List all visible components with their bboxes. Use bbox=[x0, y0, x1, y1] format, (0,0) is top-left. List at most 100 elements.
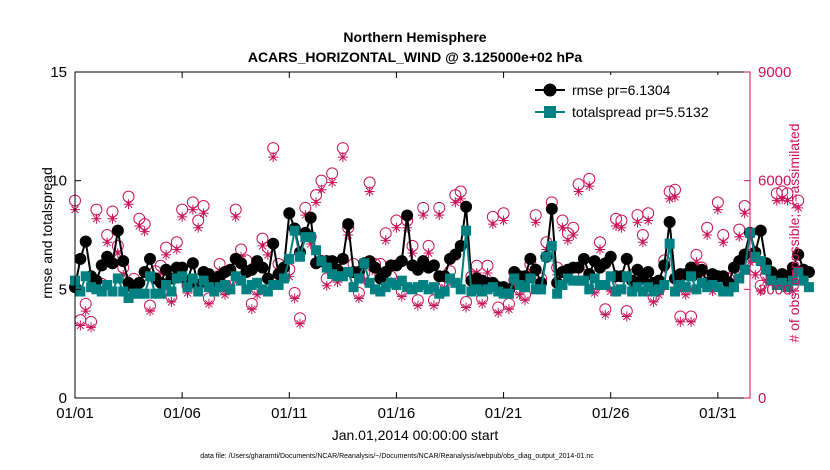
obs-assimilated-point bbox=[112, 248, 123, 259]
obs-assimilated-point bbox=[359, 275, 370, 286]
totalspread-point bbox=[182, 282, 193, 293]
obs-possible-point bbox=[336, 142, 349, 155]
totalspread-point bbox=[482, 284, 493, 295]
totalspread-point bbox=[187, 273, 198, 284]
totalspread-point bbox=[407, 284, 418, 295]
obs-assimilated-point bbox=[353, 293, 364, 304]
legend-spread-label: totalspread pr=5.5132 bbox=[572, 104, 709, 120]
rmse-point bbox=[658, 259, 671, 272]
rmse-point bbox=[95, 259, 108, 272]
legend: rmse pr=6.1304 totalspread pr=5.5132 bbox=[528, 75, 746, 125]
data-file-footnote: data file: /Users/gharamti/Documents/NCA… bbox=[200, 453, 594, 460]
legend-rmse-label: rmse pr=6.1304 bbox=[572, 82, 671, 98]
totalspread-point bbox=[493, 286, 504, 297]
rmse-point bbox=[411, 263, 424, 276]
totalspread-point bbox=[611, 286, 622, 297]
rmse-point bbox=[160, 263, 173, 276]
totalspread-point bbox=[150, 288, 161, 299]
totalspread-point bbox=[509, 273, 520, 284]
obs-assimilated-point bbox=[557, 222, 568, 233]
totalspread-point bbox=[434, 288, 445, 299]
obs-assimilated-point bbox=[686, 316, 697, 327]
x-tick-label: 01/26 bbox=[592, 405, 630, 422]
totalspread-point bbox=[177, 271, 188, 282]
obs-assimilated-point bbox=[364, 186, 375, 197]
totalspread-point bbox=[321, 262, 332, 273]
totalspread-point bbox=[311, 245, 322, 256]
totalspread-point bbox=[723, 286, 734, 297]
legend-rmse-marker bbox=[543, 83, 557, 97]
totalspread-point bbox=[273, 279, 284, 290]
rmse-point bbox=[577, 252, 590, 265]
obs-assimilated-point bbox=[139, 226, 150, 237]
totalspread-point bbox=[466, 286, 477, 297]
totalspread-point bbox=[332, 271, 343, 282]
y-tick-label: 15 bbox=[50, 64, 67, 81]
obs-assimilated-point bbox=[252, 289, 263, 300]
totalspread-point bbox=[337, 271, 348, 282]
obs-assimilated-point bbox=[648, 297, 659, 308]
obs-assimilated-point bbox=[289, 293, 300, 304]
obs-assimilated-point bbox=[600, 309, 611, 320]
totalspread-point bbox=[214, 282, 225, 293]
totalspread-point bbox=[750, 251, 761, 262]
obs-assimilated-point bbox=[332, 277, 343, 288]
rmse-point bbox=[620, 252, 633, 265]
totalspread-point bbox=[503, 288, 514, 299]
rmse-point bbox=[79, 235, 92, 248]
totalspread-point bbox=[380, 282, 391, 293]
totalspread-point bbox=[568, 275, 579, 286]
obs-assimilated-point bbox=[793, 202, 804, 213]
obs-assimilated-point bbox=[450, 197, 461, 208]
obs-assimilated-point bbox=[691, 257, 702, 268]
totalspread-point bbox=[477, 286, 488, 297]
totalspread-point bbox=[520, 282, 530, 293]
rmse-point bbox=[144, 252, 156, 265]
totalspread-point bbox=[552, 288, 563, 299]
rmse-point bbox=[449, 248, 462, 261]
rmse-point bbox=[395, 255, 408, 268]
totalspread-point bbox=[391, 279, 402, 290]
totalspread-point bbox=[418, 279, 429, 290]
totalspread-point bbox=[295, 251, 305, 262]
obs-assimilated-point bbox=[321, 280, 332, 291]
obs-assimilated-point bbox=[145, 306, 155, 317]
rmse-point bbox=[663, 215, 676, 228]
obs-assimilated-point bbox=[755, 286, 766, 297]
totalspread-point bbox=[423, 284, 434, 295]
obs-assimilated-point bbox=[428, 300, 439, 311]
obs-assimilated-point bbox=[198, 208, 209, 219]
totalspread-point bbox=[198, 275, 209, 286]
obs-assimilated-point bbox=[166, 297, 177, 308]
rmse-point bbox=[754, 224, 767, 237]
obs-assimilated-point bbox=[509, 280, 520, 291]
totalspread-point bbox=[107, 286, 118, 297]
obs-assimilated-point bbox=[123, 199, 134, 210]
obs-assimilated-point bbox=[670, 191, 680, 202]
obs-assimilated-point bbox=[230, 211, 241, 222]
totalspread-point bbox=[761, 264, 772, 275]
rmse-point bbox=[267, 237, 280, 250]
totalspread-point bbox=[300, 232, 311, 243]
obs-assimilated-point bbox=[161, 249, 172, 260]
totalspread-point bbox=[664, 238, 675, 249]
obs-assimilated-point bbox=[118, 269, 129, 280]
obs-assimilated-point bbox=[75, 320, 86, 331]
totalspread-point bbox=[680, 282, 691, 293]
totalspread-point bbox=[220, 279, 230, 290]
totalspread-point bbox=[755, 256, 766, 267]
totalspread-point bbox=[123, 293, 134, 304]
totalspread-point bbox=[209, 286, 220, 297]
ticks: 01/01 01/06 01/11 01/16 01/21 01/26 01/31 0 5 10 1… bbox=[50, 64, 791, 422]
totalspread-point bbox=[246, 279, 257, 290]
obs-assimilated-point bbox=[702, 230, 713, 240]
totalspread-point bbox=[803, 282, 814, 293]
totalspread-point bbox=[203, 282, 214, 293]
obs-assimilated-point bbox=[80, 306, 91, 317]
obs-assimilated-point bbox=[327, 177, 338, 188]
totalspread-point bbox=[653, 284, 664, 295]
totalspread-point bbox=[241, 284, 252, 295]
obs-assimilated-point bbox=[503, 304, 514, 315]
rmse-point bbox=[235, 257, 248, 270]
obs-assimilated-point bbox=[407, 248, 418, 259]
